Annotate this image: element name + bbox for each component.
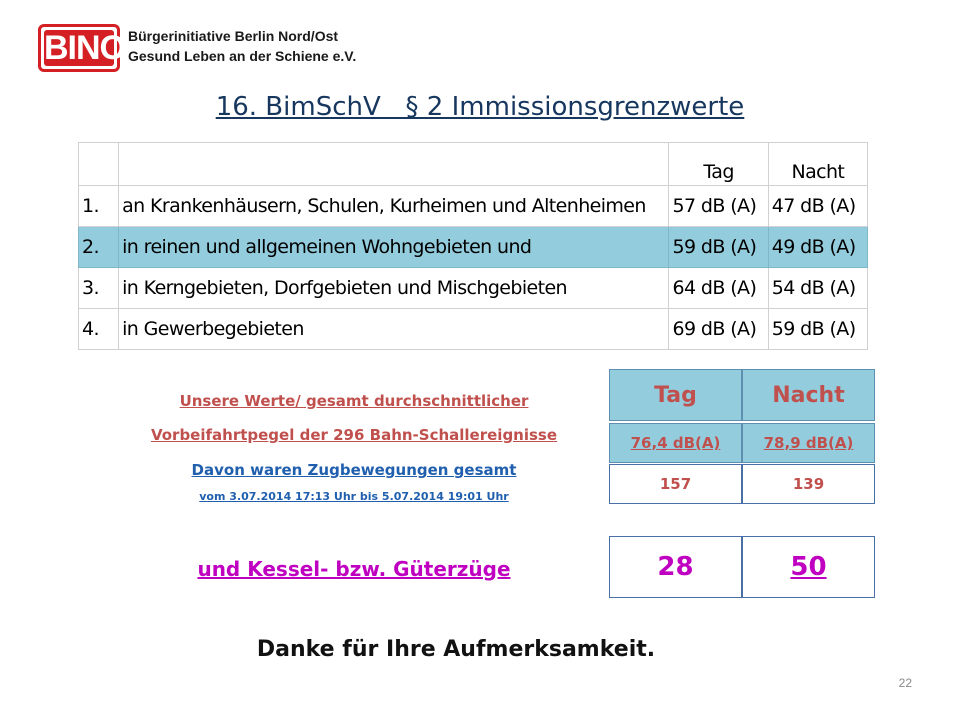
- measurement-period: vom 3.07.2014 17:13 Uhr bis 5.07.2014 19…: [199, 490, 509, 503]
- header-cell-desc: [118, 142, 670, 186]
- row-tag-value: 59 dB (A): [668, 226, 769, 268]
- header-cell-nacht: Nacht: [767, 142, 869, 186]
- thanks-message: Danke für Ihre Aufmerksamkeit.: [256, 637, 656, 662]
- row-number: 4.: [77, 308, 120, 350]
- table-row-highlighted: 2. in reinen und allgemeinen Wohngebiete…: [77, 226, 869, 268]
- header-cell-tag: Tag: [668, 142, 769, 186]
- freight-tag: 28: [609, 536, 742, 598]
- header-tag: Tag: [609, 369, 742, 421]
- logo-text: Bürgerinitiative Berlin Nord/Ost Gesund …: [128, 26, 357, 66]
- logo-badge: BINO: [38, 24, 126, 72]
- page-number: 22: [898, 676, 912, 690]
- measurement-header: Tag Nacht: [609, 369, 875, 421]
- table-row: 3. in Kerngebieten, Dorfgebieten und Mis…: [77, 267, 869, 309]
- level-nacht: 78,9 dB(A): [742, 423, 875, 463]
- moves-tag: 157: [609, 464, 742, 504]
- limits-table: Tag Nacht 1. an Krankenhäusern, Schulen,…: [77, 142, 869, 350]
- train-moves-counts: 157 139: [609, 464, 875, 504]
- row-nacht-value: 47 dB (A): [767, 185, 869, 227]
- freight-trains-caption: und Kessel- bzw. Güterzüge: [197, 557, 511, 581]
- table-header-row: Tag Nacht: [77, 142, 869, 186]
- level-tag: 76,4 dB(A): [609, 423, 742, 463]
- logo-acronym: BINO: [44, 29, 126, 67]
- bino-logo: BINO Bürgerinitiative Berlin Nord/Ost Ge…: [38, 22, 356, 76]
- measurement-caption-line-1: Unsere Werte/ gesamt durchschnittlicher: [179, 392, 529, 410]
- logo-line-1: Bürgerinitiative Berlin Nord/Ost: [128, 28, 339, 44]
- row-description: in Kerngebieten, Dorfgebieten und Mischg…: [118, 267, 670, 309]
- row-number: 1.: [77, 185, 120, 227]
- measured-levels: 76,4 dB(A) 78,9 dB(A): [609, 423, 875, 463]
- logo-line-2: Gesund Leben an der Schiene e.V.: [128, 48, 357, 64]
- row-tag-value: 69 dB (A): [668, 308, 769, 350]
- row-number: 2.: [77, 226, 120, 268]
- row-description: an Krankenhäusern, Schulen, Kurheimen un…: [118, 185, 670, 227]
- table-row: 1. an Krankenhäusern, Schulen, Kurheimen…: [77, 185, 869, 227]
- row-description: in Gewerbegebieten: [118, 308, 670, 350]
- measurement-caption-line-2: Vorbeifahrtpegel der 296 Bahn-Schallerei…: [150, 426, 558, 444]
- row-nacht-value: 49 dB (A): [767, 226, 869, 268]
- table-row: 4. in Gewerbegebieten 69 dB (A) 59 dB (A…: [77, 308, 869, 350]
- freight-train-counts: 28 50: [609, 536, 875, 598]
- train-moves-caption: Davon waren Zugbewegungen gesamt: [191, 461, 517, 479]
- page-title: 16. BimSchV § 2 Immissionsgrenzwerte: [215, 92, 745, 122]
- header-nacht: Nacht: [742, 369, 875, 421]
- row-description: in reinen und allgemeinen Wohngebieten u…: [118, 226, 670, 268]
- row-nacht-value: 59 dB (A): [767, 308, 869, 350]
- row-tag-value: 64 dB (A): [668, 267, 769, 309]
- row-tag-value: 57 dB (A): [668, 185, 769, 227]
- row-number: 3.: [77, 267, 120, 309]
- header-cell-num: [77, 142, 120, 186]
- moves-nacht: 139: [742, 464, 875, 504]
- row-nacht-value: 54 dB (A): [767, 267, 869, 309]
- freight-nacht: 50: [742, 536, 875, 598]
